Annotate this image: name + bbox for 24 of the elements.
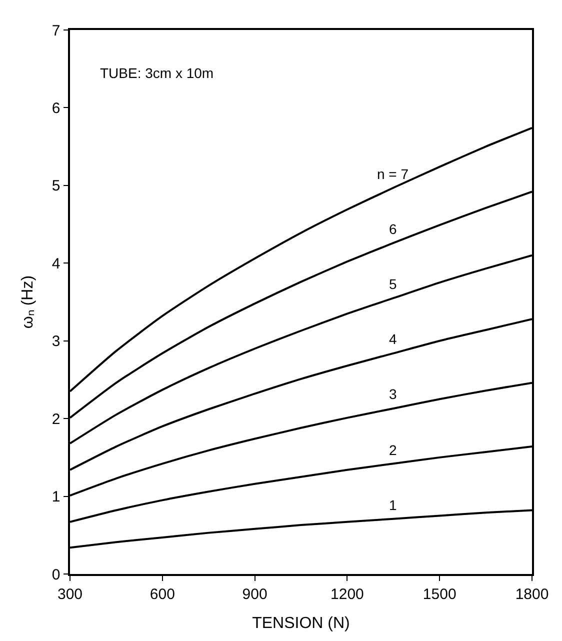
x-tick-label: 300: [57, 586, 83, 603]
x-tick-label: 1200: [330, 586, 364, 603]
y-tick-label: 7: [52, 22, 60, 40]
x-tick-label: 600: [150, 586, 175, 603]
x-tick-label: 1800: [515, 586, 549, 603]
y-tick-label: 3: [52, 333, 60, 350]
x-tick-label: 1500: [422, 586, 456, 603]
series-label: 6: [389, 221, 397, 237]
series-label: 4: [389, 331, 397, 347]
series-label: 2: [389, 442, 397, 458]
y-tick-label: 6: [52, 100, 60, 117]
y-tick-label: 1: [52, 488, 60, 506]
series-label: 5: [389, 276, 397, 292]
y-tick-label: 2: [52, 410, 60, 428]
y-axis-title: ωₙ (Hz): [19, 275, 36, 329]
annotation: TUBE: 3cm x 10m: [100, 65, 214, 81]
x-axis-title: TENSION (N): [252, 614, 350, 632]
series-label: 1: [389, 497, 397, 513]
y-tick-label: 0: [52, 566, 60, 584]
series-label: 3: [389, 386, 397, 402]
series-label: n = 7: [377, 166, 409, 182]
x-tick-label: 900: [242, 586, 268, 603]
y-tick-label: 5: [52, 178, 60, 195]
y-tick-label: 4: [52, 255, 60, 272]
